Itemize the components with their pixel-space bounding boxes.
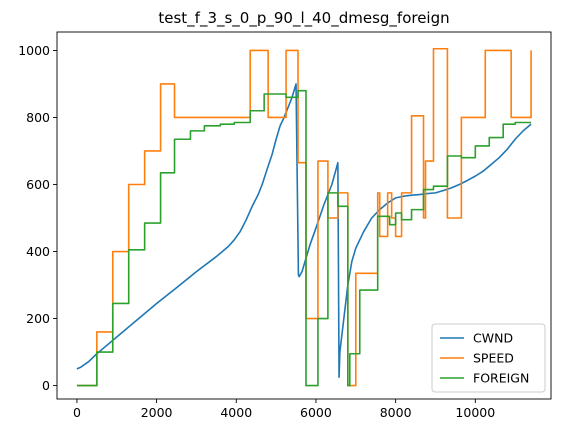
chart-title: test_f_3_s_0_p_90_l_40_dmesg_foreign: [158, 9, 449, 28]
x-tick-label: 2000: [141, 405, 173, 420]
axes-frame: [56, 31, 552, 400]
legend-label-foreign: FOREIGN: [473, 371, 529, 386]
series-line-speed: [76, 47, 532, 387]
legend-label-speed: SPEED: [473, 351, 514, 366]
series-layer: [76, 47, 532, 387]
legend: CWND SPEED FOREIGN: [431, 323, 546, 393]
legend-box: [431, 323, 546, 393]
x-tick-label: 6000: [300, 405, 332, 420]
series-line-foreign: [76, 89, 532, 387]
x-tick-label: 10000: [455, 405, 495, 420]
x-tick-label: 4000: [220, 405, 252, 420]
legend-label-cwnd: CWND: [473, 331, 513, 346]
y-tick-label: 200: [26, 311, 50, 326]
x-tick-label: 0: [73, 405, 81, 420]
series-line-cwnd: [76, 83, 532, 379]
y-tick-label: 0: [42, 378, 50, 393]
axes-layer: 0 2000 4000 6000 8000 10000 0 200 400 600 800 1000: [18, 31, 552, 420]
y-tick-label: 1000: [18, 43, 50, 58]
y-tick-label: 400: [26, 244, 50, 259]
y-tick-label: 800: [26, 110, 50, 125]
y-tick-label: 600: [26, 177, 50, 192]
x-tick-label: 8000: [380, 405, 412, 420]
